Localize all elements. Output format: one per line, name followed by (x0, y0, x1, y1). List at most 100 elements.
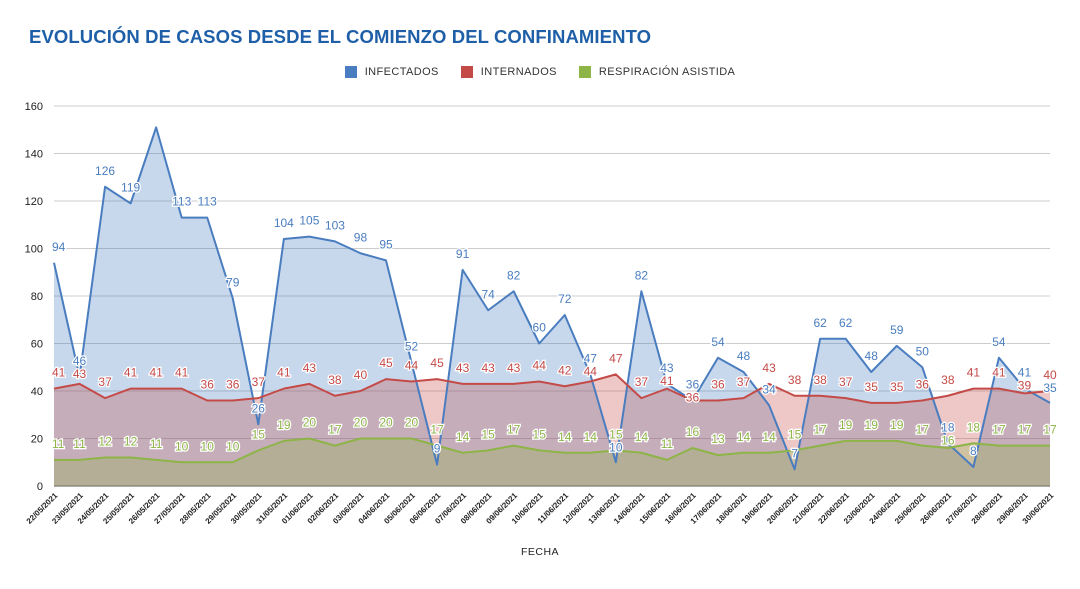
data-label: 40 (1043, 368, 1057, 382)
data-label: 10 (609, 440, 623, 454)
data-label: 14 (456, 430, 470, 444)
area-2 (54, 438, 1050, 486)
data-label: 37 (252, 375, 266, 389)
data-label: 41 (1018, 366, 1032, 380)
data-label: 74 (481, 287, 495, 301)
y-tick-label: 140 (25, 149, 43, 161)
data-label: 7 (791, 446, 798, 460)
data-label: 50 (916, 344, 930, 358)
data-label: 37 (839, 375, 853, 389)
data-label: 42 (558, 363, 572, 377)
data-label: 12 (98, 435, 112, 449)
data-label: 14 (635, 430, 649, 444)
data-label: 20 (405, 416, 419, 430)
data-label: 17 (1018, 423, 1032, 437)
y-tick-label: 80 (31, 291, 43, 303)
data-label: 18 (941, 420, 955, 434)
data-label: 19 (839, 418, 853, 432)
data-label: 91 (456, 247, 470, 261)
data-label: 19 (890, 418, 904, 432)
data-label: 17 (507, 423, 521, 437)
data-label: 59 (890, 323, 904, 337)
data-label: 43 (507, 361, 521, 375)
y-tick-label: 20 (31, 434, 43, 446)
area-0 (54, 127, 1050, 486)
data-label: 20 (379, 416, 393, 430)
data-label: 82 (635, 268, 649, 282)
data-label: 41 (149, 366, 163, 380)
data-label: 15 (252, 427, 266, 441)
data-label: 36 (686, 378, 700, 392)
data-label: 105 (299, 214, 319, 228)
data-label: 41 (277, 366, 291, 380)
data-label: 119 (121, 180, 140, 194)
area-1 (54, 374, 1050, 486)
legend-label: RESPIRACIÓN ASISTIDA (598, 66, 736, 78)
data-label: 40 (354, 368, 368, 382)
y-tick-label: 120 (25, 196, 43, 208)
data-label: 17 (916, 423, 930, 437)
series-line-2 (54, 437, 1050, 464)
data-label: 54 (992, 335, 1006, 349)
data-label: 15 (788, 427, 802, 441)
data-label: 10 (201, 439, 215, 453)
data-label: 45 (430, 356, 444, 370)
data-label: 62 (839, 316, 853, 330)
data-label: 113 (172, 195, 191, 209)
data-label: 8 (970, 444, 977, 458)
data-label: 41 (992, 366, 1006, 380)
data-label: 17 (430, 423, 444, 437)
data-label: 36 (226, 378, 240, 392)
data-label: 38 (328, 373, 342, 387)
data-label: 19 (865, 418, 879, 432)
data-label: 52 (405, 340, 419, 354)
legend-swatch (578, 66, 591, 78)
y-tick-label: 60 (31, 339, 43, 351)
data-label: 126 (95, 164, 115, 178)
data-label: 35 (865, 380, 879, 394)
data-label: 98 (354, 230, 368, 244)
data-label: 39 (1018, 379, 1032, 393)
chart-title: EVOLUCIÓN DE CASOS DESDE EL COMIENZO DEL… (29, 26, 652, 47)
data-label: 43 (303, 361, 317, 375)
x-axis-title: FECHA (520, 546, 560, 558)
data-label: 19 (277, 418, 291, 432)
data-label: 16 (941, 433, 955, 447)
legend-item-respiracion[interactable]: RESPIRACIÓN ASISTIDA (578, 66, 736, 78)
data-label: 10 (226, 439, 240, 453)
y-tick-label: 40 (31, 386, 43, 398)
data-label: 38 (813, 373, 827, 387)
legend-swatch (344, 66, 357, 78)
data-label: 17 (1043, 423, 1057, 437)
data-label: 43 (660, 361, 674, 375)
data-label: 46 (73, 354, 87, 368)
data-label: 17 (992, 423, 1006, 437)
legend-item-infectados[interactable]: INFECTADOS (344, 66, 439, 78)
legend-label: INFECTADOS (364, 66, 439, 78)
data-label: 15 (609, 427, 623, 441)
data-label: 47 (584, 351, 598, 365)
y-tick-label: 0 (37, 481, 43, 493)
data-label: 35 (1043, 381, 1057, 395)
data-label: 48 (865, 349, 879, 363)
data-label: 82 (507, 268, 521, 282)
data-label: 34 (762, 382, 776, 396)
data-label: 44 (533, 359, 547, 373)
data-label: 11 (661, 437, 674, 451)
legend-label: INTERNADOS (480, 66, 557, 78)
data-label: 20 (303, 416, 317, 430)
data-label: 15 (481, 427, 495, 441)
data-label: 38 (941, 373, 955, 387)
data-label: 41 (52, 366, 66, 380)
data-label: 43 (456, 361, 470, 375)
data-label: 38 (788, 373, 802, 387)
data-label: 17 (328, 423, 342, 437)
data-label: 11 (73, 437, 86, 451)
data-label: 14 (737, 430, 751, 444)
data-label: 44 (405, 359, 419, 373)
data-label: 14 (558, 430, 572, 444)
data-label: 43 (73, 367, 87, 381)
data-label: 37 (635, 375, 649, 389)
legend-item-internados[interactable]: INTERNADOS (460, 66, 557, 78)
